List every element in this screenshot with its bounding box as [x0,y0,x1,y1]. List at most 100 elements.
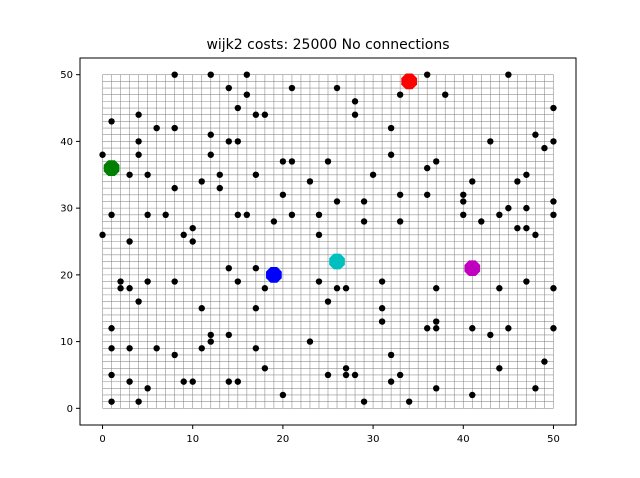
data-point [505,204,512,212]
data-point [550,325,557,332]
data-point [333,84,341,92]
y-tick-label: 20 [60,270,73,281]
data-point [387,351,395,359]
data-point [351,371,359,379]
y-tick-label: 10 [60,337,73,348]
data-point [487,138,494,145]
data-point [207,331,214,339]
data-point [171,351,178,359]
data-point [279,191,287,198]
data-point [460,198,467,205]
data-point [315,211,323,219]
data-point [514,224,521,232]
data-point [433,325,440,332]
y-tick-label: 0 [67,404,73,415]
data-point [135,151,142,158]
data-point [252,171,260,178]
data-point [126,378,133,385]
data-point [378,318,386,325]
x-tick-label: 30 [367,434,380,445]
data-point [460,211,467,219]
data-point [234,378,242,385]
data-point [288,158,296,165]
data-point [171,124,178,132]
data-point [469,178,476,185]
data-point [523,171,530,178]
data-point [252,305,260,312]
data-point [117,278,124,285]
data-point [333,285,341,292]
data-point [144,171,151,178]
data-point [135,298,142,305]
data-point [306,338,314,345]
data-point [433,385,440,392]
data-point [550,211,557,219]
data-point [99,231,106,239]
data-point [387,151,395,158]
x-tick-label: 40 [457,434,470,445]
data-point [225,378,232,385]
data-point [532,231,539,239]
data-point [333,198,341,205]
x-tick-label: 10 [186,434,199,445]
data-point [126,171,133,178]
data-point [469,391,476,399]
data-point [496,285,503,292]
data-point [523,278,530,285]
data-point [505,71,512,78]
data-point [424,191,431,198]
data-point [135,138,142,145]
data-point [234,138,242,145]
data-point [424,325,431,332]
data-point [189,224,196,232]
data-point [460,191,467,198]
data-point [315,231,323,239]
data-point [225,264,232,272]
house-marker [329,253,345,270]
data-point [126,238,133,245]
data-point [180,378,187,385]
data-point [108,211,115,219]
data-point [541,144,548,152]
plot-frame [79,57,577,426]
data-point [126,285,133,292]
data-point [288,84,296,92]
data-point [424,164,431,172]
data-point [550,198,557,205]
data-point [424,71,431,78]
data-point [532,131,539,138]
data-point [433,158,440,165]
data-point [469,325,476,332]
data-point [360,218,368,225]
data-point [108,118,115,125]
data-point [315,278,323,285]
data-point [505,325,512,332]
data-point [405,398,413,405]
data-point [532,385,539,392]
data-point [252,264,260,272]
data-point [396,371,404,379]
data-point [496,365,503,372]
data-points [99,71,557,405]
y-tick-label: 40 [60,137,73,148]
data-point [523,204,530,212]
data-point [234,211,242,219]
data-point [433,318,440,325]
data-point [369,171,377,178]
data-point [198,305,205,312]
y-tick-label: 30 [60,204,73,215]
data-point [225,138,232,145]
house-marker [266,267,282,283]
data-point [207,131,214,138]
data-point [216,184,223,192]
data-point [252,345,260,352]
data-point [342,285,350,292]
data-point [360,198,368,205]
data-point [108,345,115,352]
data-point [171,71,178,78]
data-point [306,178,314,185]
data-point [135,398,142,405]
data-point [342,371,350,379]
